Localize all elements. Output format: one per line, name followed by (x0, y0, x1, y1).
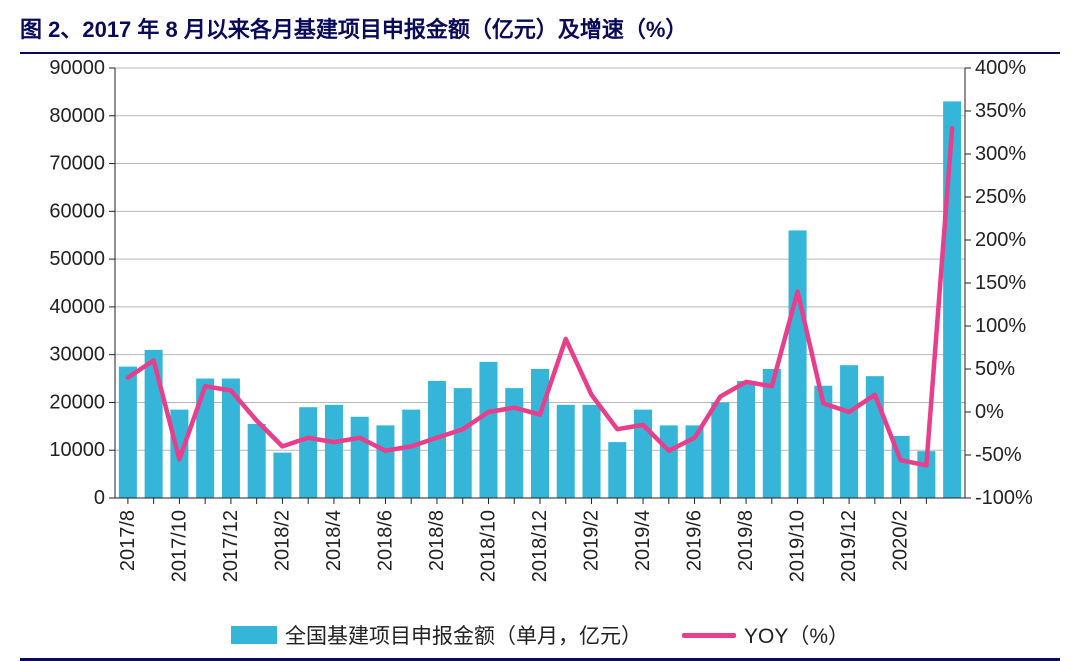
svg-text:2020/2: 2020/2 (890, 510, 912, 571)
legend-bar: 全国基建项目申报金额（单月，亿元） (231, 620, 642, 650)
legend-line-label: YOY（%） (744, 620, 849, 650)
svg-text:-50%: -50% (975, 444, 1022, 466)
svg-text:200%: 200% (975, 229, 1026, 251)
svg-text:2019/6: 2019/6 (684, 510, 706, 571)
svg-text:10000: 10000 (49, 439, 105, 461)
svg-text:2017/10: 2017/10 (168, 510, 190, 582)
svg-text:2018/8: 2018/8 (426, 510, 448, 571)
chart-area: 0 10000 20000 30000 40000 50000 60000 70000 8000… (20, 58, 1060, 618)
svg-text:2019/12: 2019/12 (838, 510, 860, 582)
legend-line: YOY（%） (682, 620, 849, 650)
svg-text:0%: 0% (975, 401, 1004, 423)
legend-bar-label: 全国基建项目申报金额（单月，亿元） (285, 620, 642, 650)
svg-text:-100%: -100% (975, 487, 1033, 509)
top-rule (20, 52, 1060, 54)
svg-text:20000: 20000 (49, 391, 105, 413)
svg-text:400%: 400% (975, 58, 1026, 79)
svg-text:0: 0 (94, 487, 105, 509)
svg-text:2017/12: 2017/12 (220, 510, 242, 582)
svg-text:2019/4: 2019/4 (632, 510, 654, 571)
legend: 全国基建项目申报金额（单月，亿元） YOY（%） (20, 620, 1060, 650)
legend-line-swatch (682, 633, 736, 638)
svg-text:2019/10: 2019/10 (787, 510, 809, 582)
legend-bar-swatch (231, 626, 277, 644)
svg-text:300%: 300% (975, 143, 1026, 165)
svg-text:60000: 60000 (49, 200, 105, 222)
svg-text:70000: 70000 (49, 153, 105, 175)
svg-text:150%: 150% (975, 272, 1026, 294)
svg-text:40000: 40000 (49, 296, 105, 318)
chart-title: 图 2、2017 年 8 月以来各月基建项目申报金额（亿元）及增速（%） (20, 8, 1060, 48)
svg-text:50000: 50000 (49, 248, 105, 270)
svg-text:2018/4: 2018/4 (323, 510, 345, 571)
svg-text:80000: 80000 (49, 105, 105, 127)
svg-text:2019/8: 2019/8 (735, 510, 757, 571)
chart-container: 图 2、2017 年 8 月以来各月基建项目申报金额（亿元）及增速（%） 0 10… (0, 0, 1080, 654)
svg-text:30000: 30000 (49, 344, 105, 366)
svg-text:250%: 250% (975, 186, 1026, 208)
svg-text:2018/10: 2018/10 (477, 510, 499, 582)
svg-text:2018/12: 2018/12 (529, 510, 551, 582)
svg-text:350%: 350% (975, 100, 1026, 122)
svg-text:2017/8: 2017/8 (117, 510, 139, 571)
svg-text:2018/2: 2018/2 (271, 510, 293, 571)
svg-text:2018/6: 2018/6 (374, 510, 396, 571)
svg-text:2019/2: 2019/2 (581, 510, 603, 571)
svg-text:50%: 50% (975, 358, 1015, 380)
chart-svg: 0 10000 20000 30000 40000 50000 60000 70000 8000… (20, 58, 1060, 618)
svg-text:100%: 100% (975, 315, 1026, 337)
svg-text:90000: 90000 (49, 58, 105, 79)
